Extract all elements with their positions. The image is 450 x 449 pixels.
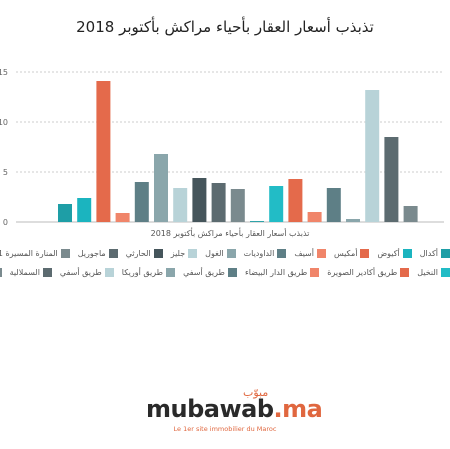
bar-5[interactable]: [154, 154, 168, 222]
legend-item[interactable]: طريق أسفي: [183, 267, 237, 277]
legend-label: السملالية: [9, 267, 40, 277]
legend-swatch: [360, 248, 370, 258]
legend-swatch: [277, 248, 287, 258]
bar-0[interactable]: [58, 204, 72, 222]
bar-10[interactable]: [250, 221, 264, 222]
legend-item[interactable]: طريق الدار البيضاء: [244, 267, 320, 277]
legend-item[interactable]: بركة: [0, 267, 2, 277]
legend-item[interactable]: ماجوريل: [77, 248, 118, 258]
legend-label: النخيل: [417, 267, 438, 277]
bar-9[interactable]: [230, 189, 245, 222]
legend-swatch: [402, 248, 412, 258]
legend-swatch: [104, 267, 114, 277]
legend-swatch: [441, 248, 450, 258]
bar-7[interactable]: [192, 178, 207, 222]
legend-swatch: [42, 267, 52, 277]
legend-item[interactable]: الحارثي: [125, 248, 163, 258]
legend-label: الحارثي: [125, 248, 151, 258]
legend-label: أكيوض: [377, 248, 400, 258]
legend-swatch: [226, 248, 236, 258]
legend-item[interactable]: النخيل: [417, 267, 450, 277]
logo-suffix-text: .ma: [273, 395, 323, 423]
bar-1[interactable]: [77, 198, 92, 222]
chart-legend: أكدال أكيوض أمكيس أسيف الداوديات الغول جليز الح…: [0, 242, 450, 282]
bar-16[interactable]: [365, 90, 380, 222]
legend-label: طريق أسفي: [183, 267, 225, 277]
legend-row-2: النخيل طريق أكادير الصويرة طريق الدار البي…: [0, 263, 450, 281]
bar-3[interactable]: [115, 213, 130, 222]
legend-label: الداوديات: [243, 248, 275, 258]
legend-swatch: [60, 248, 70, 258]
legend-item[interactable]: الداوديات: [243, 248, 287, 258]
mubawab-logo: mubawab.ma: [146, 395, 323, 423]
bar-13[interactable]: [307, 212, 322, 222]
legend-item[interactable]: الغول: [205, 248, 236, 258]
legend-swatch: [0, 267, 2, 277]
legend-label: أمكيس: [333, 248, 358, 258]
bar-17[interactable]: [384, 137, 399, 222]
legend-item[interactable]: المنارة المسيرة 1: [0, 248, 70, 258]
legend-swatch: [166, 267, 176, 277]
legend-item[interactable]: أكدال: [419, 248, 450, 258]
legend-label: طريق أكادير الصويرة: [327, 267, 398, 277]
bar-2[interactable]: [96, 81, 111, 222]
chart-title: تذبذب أسعار العقار بأحياء مراكش بأكتوبر …: [76, 18, 374, 36]
legend-item[interactable]: طريق أسفي: [59, 267, 114, 277]
x-axis-label: تذبذب أسعار العقار بأحياء مراكش بأكتوبر …: [151, 227, 310, 238]
logo-main-text: mubawab: [146, 395, 274, 423]
legend-label: المنارة المسيرة 1: [0, 248, 58, 258]
logo-arabic-text: مبوّب: [243, 386, 269, 399]
bar-15[interactable]: [346, 219, 360, 222]
bar-11[interactable]: [269, 186, 284, 222]
legend-swatch: [310, 267, 320, 277]
legend-item[interactable]: طريق أكادير الصويرة: [327, 267, 410, 277]
bar-4[interactable]: [134, 182, 149, 222]
legend-label: أكدال: [419, 248, 438, 258]
y-tick-label: 5: [3, 168, 8, 177]
legend-label: ماجوريل: [77, 248, 106, 258]
bar-8[interactable]: [211, 183, 226, 222]
bar-18[interactable]: [403, 206, 418, 222]
legend-item[interactable]: أكيوض: [377, 248, 412, 258]
legend-item[interactable]: أمكيس: [333, 248, 370, 258]
legend-swatch: [188, 248, 198, 258]
legend-label: طريق أسفي: [59, 267, 102, 277]
legend-item[interactable]: السملالية: [9, 267, 52, 277]
legend-swatch: [227, 267, 237, 277]
legend-swatch: [441, 267, 450, 277]
legend-item[interactable]: طريق أوريكا: [121, 267, 176, 277]
bar-chart: 0 5 10 15 تذبذب أسعار العقار بأحياء مراكش بأ…: [0, 68, 444, 238]
legend-label: جليز: [170, 248, 186, 258]
legend-row-1: أكدال أكيوض أمكيس أسيف الداوديات الغول جليز الح…: [0, 244, 450, 262]
bar-14[interactable]: [326, 188, 341, 222]
y-tick-label: 0: [3, 218, 8, 227]
legend-swatch: [400, 267, 410, 277]
bar-6[interactable]: [173, 188, 188, 222]
bar-12[interactable]: [288, 179, 303, 222]
legend-label: أسيف: [294, 248, 314, 258]
legend-swatch: [153, 248, 163, 258]
legend-label: طريق الدار البيضاء: [244, 267, 308, 277]
logo-tagline: Le 1er site immobilier du Maroc: [173, 425, 277, 433]
legend-item[interactable]: جليز: [170, 248, 198, 258]
legend-swatch: [108, 248, 118, 258]
y-tick-label: 10: [0, 118, 8, 127]
legend-label: الغول: [205, 248, 224, 258]
legend-label: طريق أوريكا: [121, 267, 164, 277]
legend-swatch: [316, 248, 326, 258]
legend-item[interactable]: أسيف: [294, 248, 326, 258]
y-tick-label: 15: [0, 68, 8, 77]
